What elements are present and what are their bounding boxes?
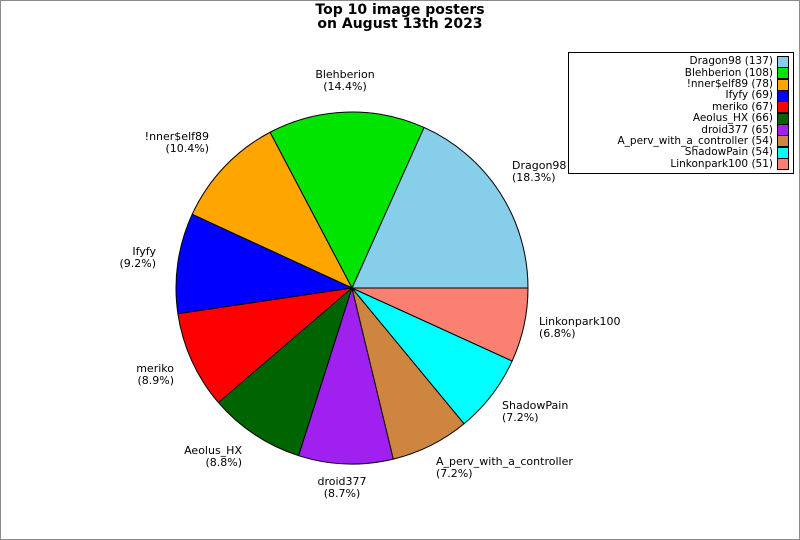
slice-label-Aeolus_HX: Aeolus_HX (8.8%) bbox=[184, 445, 242, 468]
slice-label-name: Aeolus_HX bbox=[184, 444, 242, 457]
pie-slice-Dragon98 bbox=[351, 126, 529, 289]
pie-slice-meriko bbox=[177, 287, 353, 404]
slice-label-percent: (10.4%) bbox=[165, 141, 209, 155]
pie-slice-Blehberion bbox=[269, 111, 425, 289]
pie-slice-droid377 bbox=[298, 287, 394, 465]
slice-label-name: meriko bbox=[136, 362, 174, 375]
slice-label-!nner$elf89: !nner$elf89 (10.4%) bbox=[145, 131, 209, 154]
legend-swatch bbox=[777, 124, 789, 137]
legend-label: droid377 (65) bbox=[701, 123, 773, 136]
slice-label-Linkonpark100: Linkonpark100 (6.8%) bbox=[539, 316, 620, 339]
legend-label: Aeolus_HX (66) bbox=[692, 112, 773, 125]
slice-label-Dragon98: Dragon98 (18.3%) bbox=[512, 160, 566, 183]
slice-label-percent: (18.3%) bbox=[512, 170, 556, 184]
legend-row-Dragon98: Dragon98 (137) bbox=[573, 55, 789, 68]
legend-label: meriko (67) bbox=[712, 100, 773, 113]
chart-title-line2: on August 13th 2023 bbox=[317, 16, 483, 32]
slice-label-percent: (8.9%) bbox=[137, 373, 174, 387]
legend-row-Ifyfy: Ifyfy (69) bbox=[573, 89, 789, 102]
slice-label-name: droid377 bbox=[317, 475, 367, 488]
legend-swatch bbox=[777, 112, 789, 125]
legend-label: !nner$elf89 (78) bbox=[686, 78, 773, 91]
legend-swatch bbox=[777, 146, 789, 159]
slice-label-name: Ifyfy bbox=[132, 245, 156, 258]
legend-box: Dragon98 (137) Blehberion (108) !nner$elf8… bbox=[568, 52, 794, 174]
slice-label-name: Linkonpark100 bbox=[539, 315, 621, 328]
slice-label-droid377: droid377 (8.7%) bbox=[317, 476, 366, 499]
legend-label: ShadowPain (54) bbox=[684, 146, 773, 159]
legend-label: Ifyfy (69) bbox=[725, 89, 773, 102]
slice-label-percent: (14.4%) bbox=[323, 79, 367, 93]
legend-swatch bbox=[777, 158, 789, 171]
legend-swatch bbox=[777, 55, 789, 68]
slice-label-name: ShadowPain bbox=[502, 399, 569, 412]
chart-title-line1: Top 10 image posters bbox=[315, 2, 485, 18]
slice-label-meriko: meriko (8.9%) bbox=[136, 363, 174, 386]
legend-row-Aeolus_HX: Aeolus_HX (66) bbox=[573, 112, 789, 125]
slice-label-percent: (6.8%) bbox=[539, 326, 576, 340]
legend-swatch bbox=[777, 135, 789, 148]
slice-label-name: A_perv_with_a_controller bbox=[436, 455, 573, 468]
slice-label-name: Dragon98 bbox=[512, 159, 567, 172]
slice-label-Ifyfy: Ifyfy (9.2%) bbox=[119, 246, 156, 269]
slice-label-name: !nner$elf89 bbox=[144, 130, 209, 143]
slice-label-ShadowPain: ShadowPain (7.2%) bbox=[502, 400, 568, 423]
slice-label-percent: (8.7%) bbox=[323, 486, 361, 500]
pie-slice-Ifyfy bbox=[175, 213, 353, 315]
legend-label: Blehberion (108) bbox=[684, 66, 773, 79]
legend-label: A_perv_with_a_controller (54) bbox=[617, 134, 773, 147]
slice-label-percent: (7.2%) bbox=[436, 466, 473, 480]
legend-swatch bbox=[777, 89, 789, 102]
legend-row-A_perv_with_a_controller: A_perv_with_a_controller (54) bbox=[573, 134, 789, 148]
legend-swatch bbox=[777, 67, 789, 80]
legend-label: Dragon98 (137) bbox=[689, 55, 773, 68]
slice-label-name: Blehberion bbox=[315, 68, 375, 81]
pie-slice-Linkonpark100 bbox=[351, 287, 529, 362]
slice-label-Blehberion: Blehberion (14.4%) bbox=[315, 69, 374, 92]
chart-title: Top 10 image posters on August 13th 2023 bbox=[1, 3, 799, 31]
slice-label-A_perv_with_a_controller: A_perv_with_a_controller (7.2%) bbox=[436, 456, 573, 479]
legend-swatch bbox=[777, 101, 789, 114]
pie-slice-!nner$elf89 bbox=[191, 131, 353, 289]
legend-row-Linkonpark100: Linkonpark100 (51) bbox=[573, 157, 789, 171]
legend-row-meriko: meriko (67) bbox=[573, 100, 789, 114]
slice-label-percent: (7.2%) bbox=[502, 410, 539, 424]
legend-label: Linkonpark100 (51) bbox=[670, 157, 773, 170]
legend-swatch bbox=[777, 78, 789, 91]
slice-label-percent: (9.2%) bbox=[119, 256, 156, 270]
pie-slice-Aeolus_HX bbox=[217, 287, 353, 457]
slice-label-percent: (8.8%) bbox=[205, 455, 242, 469]
legend-row-ShadowPain: ShadowPain (54) bbox=[573, 146, 789, 159]
